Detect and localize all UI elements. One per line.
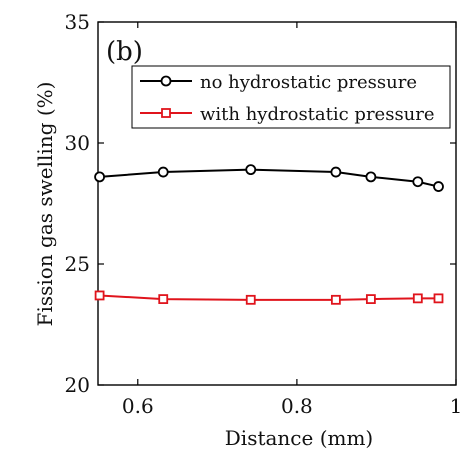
x-tick-label: 1 — [450, 394, 463, 418]
x-axis-ticks: 0.6 0.8 1 — [122, 22, 462, 418]
data-point-series-1 — [330, 166, 342, 178]
y-tick-label: 35 — [65, 10, 90, 34]
series-group — [94, 164, 444, 305]
y-axis-ticks: 20 25 30 35 — [65, 10, 456, 397]
data-point-series-1 — [157, 166, 169, 178]
y-tick-label: 25 — [65, 252, 90, 276]
x-tick-label: 0.8 — [281, 394, 313, 418]
series-line-2 — [99, 294, 439, 301]
y-tick-label: 20 — [65, 373, 90, 397]
data-point-series-2 — [245, 294, 256, 305]
y-axis-label: Fission gas swelling (%) — [33, 82, 57, 327]
data-point-series-2 — [433, 293, 444, 304]
legend-box — [131, 65, 451, 129]
legend-marker-series-2 — [161, 108, 171, 118]
axes: 0.6 0.8 1 20 25 30 35 — [65, 10, 463, 418]
data-point-series-2 — [412, 293, 423, 304]
data-point-series-1 — [94, 171, 105, 183]
data-point-series-2 — [94, 290, 105, 301]
legend-label-series-2: with hydrostatic pressure — [200, 104, 435, 125]
legend-label-series-1: no hydrostatic pressure — [200, 72, 417, 93]
legend: no hydrostatic pressure with hydrostatic… — [131, 65, 451, 129]
data-point-series-1 — [433, 181, 444, 192]
x-axis-label: Distance (mm) — [225, 426, 373, 450]
series-line-1 — [99, 168, 439, 188]
panel-label: (b) — [106, 37, 143, 67]
x-tick-label: 0.6 — [122, 394, 154, 418]
data-point-series-2 — [365, 294, 376, 304]
y-tick-label: 30 — [65, 131, 90, 155]
data-point-series-1 — [365, 171, 377, 183]
data-point-series-1 — [245, 164, 257, 176]
legend-marker-series-1 — [160, 75, 172, 87]
data-point-series-1 — [412, 176, 424, 188]
data-point-series-2 — [158, 294, 169, 304]
plot-frame — [97, 21, 457, 386]
data-point-series-2 — [330, 294, 341, 305]
